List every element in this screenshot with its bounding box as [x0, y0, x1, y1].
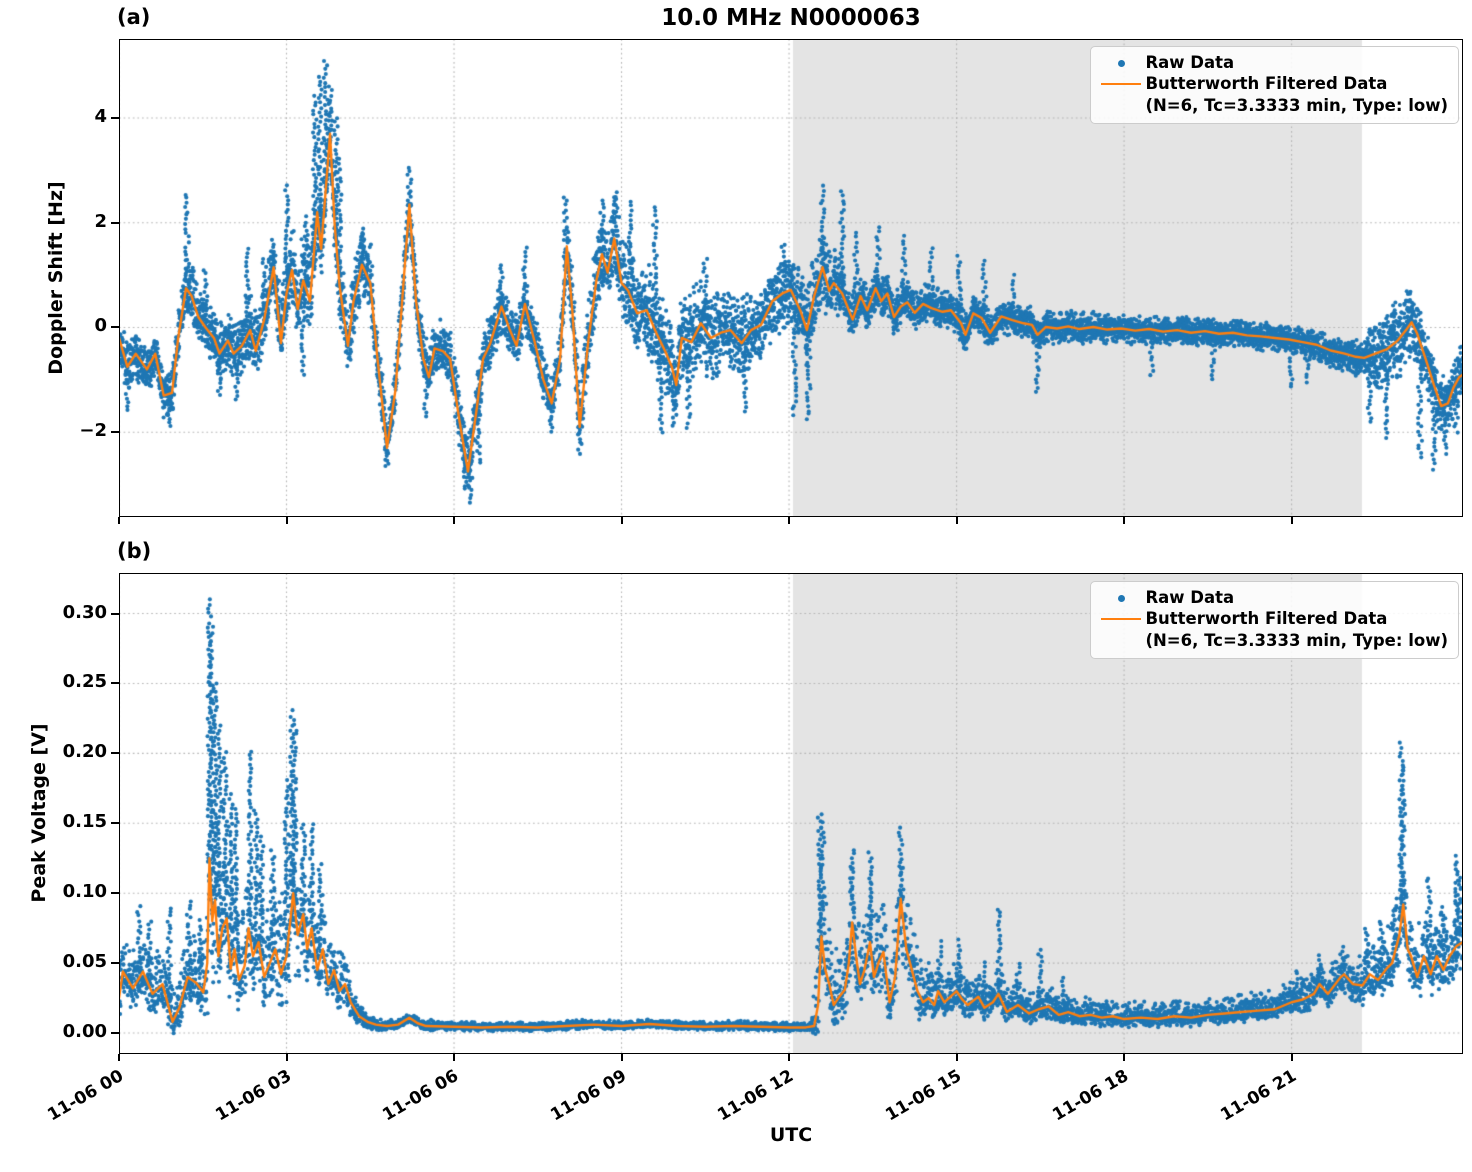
- filtered-marker-wrap: [1097, 608, 1145, 621]
- legend-row-filtered: Butterworth Filtered Data (N=6, Tc=3.3333…: [1097, 73, 1448, 116]
- filtered-line-icon: [1101, 83, 1142, 86]
- x-tick-label: 11-06 12: [714, 1066, 798, 1126]
- y-tick-mark: [111, 962, 119, 965]
- panel-a-ylabel: Doppler Shift [Hz]: [45, 181, 67, 375]
- raw-data-marker-wrap: [1097, 52, 1145, 67]
- y-tick-label: 0.05: [62, 951, 107, 973]
- x-tick-mark: [118, 1054, 120, 1061]
- x-tick-mark: [788, 517, 791, 524]
- y-tick-mark: [111, 822, 119, 825]
- x-tick-mark: [955, 1054, 958, 1061]
- filtered-marker-wrap: [1097, 73, 1145, 86]
- raw-data-legend-label: Raw Data: [1145, 588, 1235, 607]
- legend-row-filtered: Butterworth Filtered Data (N=6, Tc=3.3333…: [1097, 608, 1448, 651]
- figure-title: 10.0 MHz N0000063: [661, 5, 921, 31]
- y-tick-label: 0.30: [62, 601, 107, 623]
- filtered-legend-line2: (N=6, Tc=3.3333 min, Type: low): [1145, 95, 1448, 115]
- x-tick-mark: [620, 1054, 623, 1061]
- y-tick-mark: [111, 612, 119, 615]
- x-tick-mark: [285, 517, 288, 524]
- x-tick-mark: [285, 1054, 288, 1061]
- x-tick-mark: [788, 1054, 791, 1061]
- y-tick-label: 2: [94, 210, 107, 232]
- x-tick-label: 11-06 00: [44, 1066, 127, 1126]
- y-tick-label: 0: [94, 315, 107, 337]
- x-tick-mark: [1123, 1054, 1126, 1061]
- y-tick-mark: [111, 117, 119, 120]
- y-tick-label: 0.00: [62, 1021, 107, 1043]
- filtered-legend-label: Butterworth Filtered Data (N=6, Tc=3.3333…: [1145, 608, 1448, 651]
- legend-row-raw: Raw Data: [1097, 587, 1448, 608]
- filtered-legend-line1: Butterworth Filtered Data: [1145, 609, 1388, 629]
- filtered-legend-line1: Butterworth Filtered Data: [1145, 74, 1388, 94]
- x-tick-label: 11-06 03: [211, 1066, 295, 1126]
- filtered-line-icon: [1101, 618, 1142, 621]
- y-tick-label: 0.15: [62, 811, 107, 833]
- x-axis-label: UTC: [769, 1124, 813, 1146]
- y-tick-mark: [111, 431, 119, 434]
- y-tick-label: 0.20: [62, 741, 107, 763]
- x-tick-label: 11-06 18: [1049, 1066, 1133, 1126]
- y-tick-mark: [111, 326, 119, 329]
- x-tick-mark: [453, 517, 456, 524]
- panel-a-plot-area: Raw Data Butterworth Filtered Data (N=6, …: [119, 39, 1463, 517]
- y-tick-label: 0.10: [62, 881, 107, 903]
- filtered-legend-label: Butterworth Filtered Data (N=6, Tc=3.3333…: [1145, 73, 1448, 116]
- x-tick-label: 11-06 06: [379, 1066, 463, 1126]
- x-tick-mark: [453, 1054, 456, 1061]
- x-tick-mark: [118, 517, 120, 524]
- panel-b-legend: Raw Data Butterworth Filtered Data (N=6, …: [1090, 581, 1459, 660]
- panel-a-legend: Raw Data Butterworth Filtered Data (N=6, …: [1090, 46, 1459, 125]
- y-tick-mark: [111, 752, 119, 755]
- raw-data-dot-icon: [1117, 60, 1125, 67]
- y-tick-mark: [111, 682, 119, 685]
- panel-b-ylabel: Peak Voltage [V]: [28, 723, 50, 903]
- y-tick-label: 4: [94, 106, 107, 128]
- x-tick-mark: [1290, 517, 1293, 524]
- raw-data-dot-icon: [1117, 595, 1125, 602]
- y-tick-mark: [111, 892, 119, 895]
- panel-a-tag: (a): [117, 5, 151, 29]
- y-tick-mark: [111, 221, 119, 224]
- x-tick-mark: [620, 517, 623, 524]
- x-tick-label: 11-06 21: [1216, 1066, 1300, 1126]
- raw-data-marker-wrap: [1097, 587, 1145, 602]
- x-tick-label: 11-06 15: [881, 1066, 965, 1126]
- filtered-legend-line2: (N=6, Tc=3.3333 min, Type: low): [1145, 630, 1448, 650]
- x-tick-mark: [955, 517, 958, 524]
- panel-b-plot-area: Raw Data Butterworth Filtered Data (N=6, …: [119, 573, 1463, 1054]
- panel-b-tag: (b): [117, 539, 152, 563]
- y-tick-mark: [111, 1032, 119, 1035]
- x-tick-label: 11-06 09: [546, 1066, 630, 1126]
- y-tick-label: −2: [79, 420, 107, 442]
- x-tick-mark: [1290, 1054, 1293, 1061]
- legend-row-raw: Raw Data: [1097, 52, 1448, 73]
- x-tick-mark: [1123, 517, 1126, 524]
- y-tick-label: 0.25: [62, 671, 107, 693]
- raw-data-legend-label: Raw Data: [1145, 53, 1235, 72]
